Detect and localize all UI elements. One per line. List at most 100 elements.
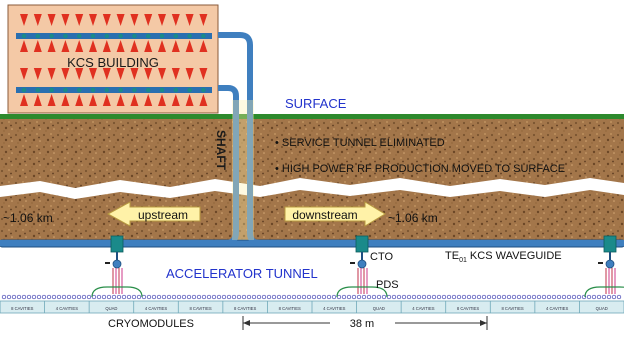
module-cell-label: 8 CAVITIES	[189, 306, 211, 311]
klystron-icon	[20, 40, 28, 52]
klystron-icon	[158, 94, 166, 106]
klystron-icon	[20, 94, 28, 106]
rf-coil	[116, 294, 122, 300]
surface-label: SURFACE	[285, 96, 347, 111]
accelerator-tunnel-label: ACCELERATOR TUNNEL	[166, 266, 318, 281]
klystron-icon	[102, 94, 111, 106]
rf-coil	[221, 294, 227, 300]
klystron-bus	[16, 33, 212, 39]
klystron-icon	[144, 14, 153, 26]
rf-coil	[516, 294, 522, 300]
klystron-icon	[171, 94, 180, 106]
rf-coil	[396, 294, 402, 300]
rf-coil	[616, 294, 622, 300]
klystron-icon	[33, 94, 42, 106]
klystron-icon	[20, 14, 28, 26]
rf-coil	[26, 294, 32, 300]
rf-coil	[601, 294, 607, 300]
rf-distribution-coils	[1, 294, 622, 300]
rf-coil	[611, 294, 617, 300]
rf-coil	[31, 294, 37, 300]
klystron-icon	[130, 94, 139, 106]
rf-coil	[411, 294, 417, 300]
rf-coil	[6, 294, 12, 300]
rf-coil	[451, 294, 457, 300]
rf-coil	[56, 294, 62, 300]
module-cell-label: 4 CAVITIES	[145, 306, 167, 311]
rf-coil	[306, 294, 312, 300]
shaft-pipe-right	[0, 85, 239, 246]
rf-coil	[121, 294, 127, 300]
modulator-icon	[173, 33, 179, 39]
klystron-icon	[89, 14, 97, 26]
module-cell-label: 8 CAVITIES	[457, 306, 479, 311]
rf-coil	[426, 294, 432, 300]
rf-coil	[576, 294, 582, 300]
klystron-icon	[20, 68, 28, 80]
klystron-rows	[16, 14, 212, 106]
rf-coil	[201, 294, 207, 300]
rf-coil	[266, 294, 272, 300]
rf-coil	[206, 294, 212, 300]
klystron-icon	[102, 14, 111, 26]
surface-line	[0, 114, 624, 119]
klystron-icon	[47, 94, 56, 106]
module-cell-label: 8 CAVITIES	[501, 306, 523, 311]
rf-coil	[506, 294, 512, 300]
rf-coil	[511, 294, 517, 300]
klystron-icon	[47, 14, 56, 26]
klystron-icon	[116, 68, 125, 80]
module-cell-label: 4 CAVITIES	[56, 306, 78, 311]
klystron-icon	[47, 40, 56, 52]
rf-coil	[46, 294, 52, 300]
klystron-icon	[199, 40, 208, 52]
rf-coil	[36, 294, 42, 300]
rf-coil	[171, 294, 177, 300]
rf-coil	[381, 294, 387, 300]
klystron-icon	[199, 94, 208, 106]
rf-coil	[456, 294, 462, 300]
rf-coil	[336, 294, 342, 300]
klystron-icon	[33, 68, 42, 80]
modulator-icon	[145, 87, 151, 93]
rf-coil	[11, 294, 17, 300]
modulator-icon	[118, 87, 123, 93]
klystron-icon	[75, 94, 84, 106]
bullet-rf-production: • HIGH POWER RF PRODUCTION MOVED TO SURF…	[275, 163, 565, 175]
rf-coil	[76, 294, 82, 300]
rf-coil	[346, 294, 352, 300]
module-cell-label: 8 CAVITIES	[234, 306, 256, 311]
rf-coil	[356, 294, 362, 300]
modulator-icon	[132, 87, 137, 93]
rf-coil	[551, 294, 557, 300]
waveguide-label: TE01 KCS WAVEGUIDE	[445, 250, 562, 264]
downstream-arrow	[284, 201, 386, 227]
module-cell-label: 4 CAVITIES	[323, 306, 345, 311]
rf-coil	[96, 294, 102, 300]
rf-coil	[406, 294, 412, 300]
klystron-icon	[61, 40, 70, 52]
module-cell-label: QUAD	[596, 306, 608, 311]
downstream-label: downstream	[292, 208, 357, 222]
pds-manifold	[584, 286, 624, 298]
rf-coil	[531, 294, 537, 300]
modulator-icon	[132, 33, 137, 39]
module-cell-label: QUAD	[373, 306, 385, 311]
cto-coupler	[357, 259, 367, 269]
rf-coil	[501, 294, 507, 300]
cto-stub	[350, 262, 355, 264]
modulator-icon	[187, 33, 192, 39]
rf-coil	[106, 294, 112, 300]
klystron-icon	[61, 14, 70, 26]
rf-coil	[416, 294, 422, 300]
rf-coil	[541, 294, 547, 300]
cto-box	[110, 235, 124, 253]
rf-coil	[276, 294, 282, 300]
rf-coil	[436, 294, 442, 300]
modulator-icon	[187, 87, 192, 93]
klystron-icon	[199, 14, 208, 26]
cto-units	[91, 235, 624, 298]
klystron-icon	[158, 14, 166, 26]
klystron-icon	[130, 68, 139, 80]
